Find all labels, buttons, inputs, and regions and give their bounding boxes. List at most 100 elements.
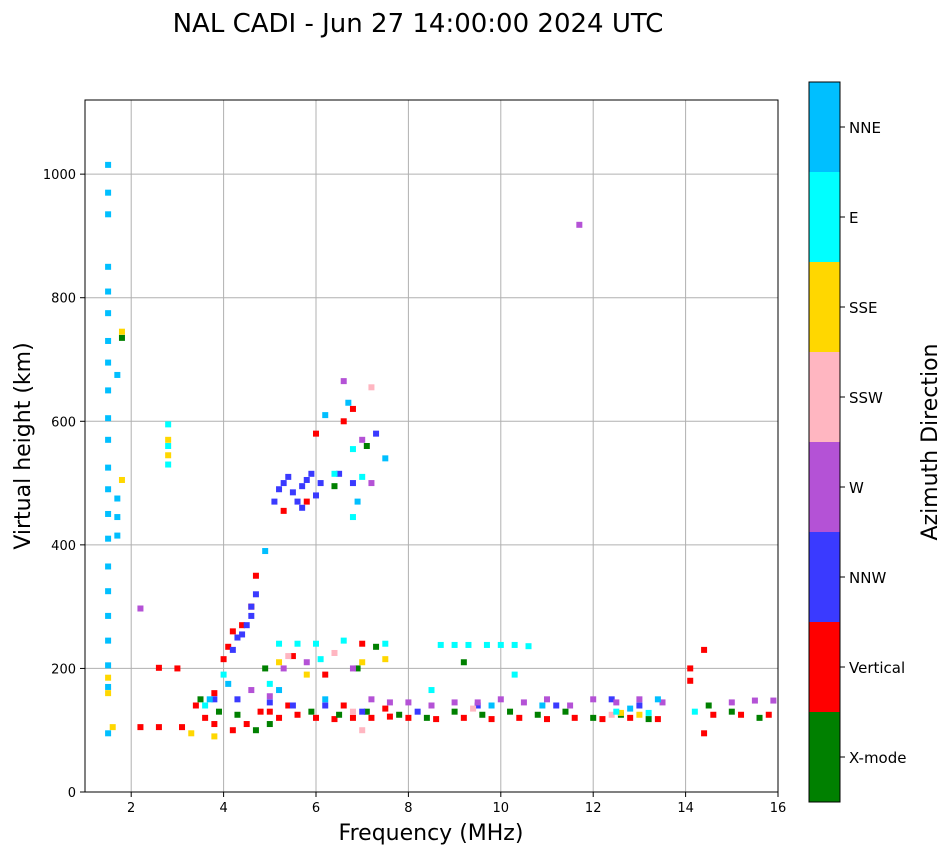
data-point-nnw [271,498,278,505]
data-point-nnw [280,480,287,487]
data-point-vertical [289,653,296,660]
data-point-w [636,696,643,703]
data-point-w [359,436,366,443]
data-point-vertical [229,727,236,734]
data-point-e [483,641,490,648]
data-point-vertical [340,702,347,709]
data-point-ssw [349,708,356,715]
colorbar-label: Azimuth Direction [918,343,943,540]
data-point-nnw [276,486,283,493]
data-point-nne [105,211,112,218]
data-point-sse [359,659,366,666]
data-point-e [266,680,273,687]
data-point-w [659,699,666,706]
data-point-nne [105,510,112,517]
data-point-w [520,699,527,706]
data-point-w [280,665,287,672]
data-point-e [331,470,338,477]
data-point-vertical [433,716,440,723]
data-point-x-mode [252,727,259,734]
data-point-nne [105,337,112,344]
x-tick-label: 2 [127,801,135,816]
data-point-sse [636,711,643,718]
data-point-nnw [285,473,292,480]
data-point-nne [262,548,269,555]
chart-title: NAL CADI - Jun 27 14:00:00 2024 UTC [173,9,664,39]
data-point-nnw [299,504,306,511]
data-point-sse [617,709,624,716]
data-point-w [728,699,735,706]
data-point-vertical [303,498,310,505]
data-point-w [386,699,393,706]
data-point-nne [345,399,352,406]
data-point-nnw [313,492,319,499]
data-point-vertical [211,721,218,728]
y-tick-label: 600 [51,415,76,430]
data-point-vertical [229,628,236,635]
data-point-e [313,640,319,647]
x-tick-label: 8 [404,801,412,816]
data-point-vertical [285,702,292,709]
data-point-vertical [382,705,389,712]
data-point-w [590,696,597,703]
data-point-x-mode [534,711,541,718]
data-point-vertical [192,702,199,709]
data-point-sse [211,733,218,740]
data-points [105,161,777,740]
data-point-nnw [266,699,273,706]
data-point-nne [105,730,112,737]
data-point-x-mode [396,711,403,718]
y-tick-label: 1000 [43,168,76,183]
data-point-nne [488,702,495,709]
plot-background [85,100,778,792]
data-point-nnw [336,470,343,477]
data-point-w [497,696,504,703]
data-point-nnw [289,702,296,709]
y-axis-label: Virtual height (km) [11,342,36,549]
data-point-vertical [340,418,347,425]
data-point-x-mode [354,665,361,672]
data-point-x-mode [756,714,763,721]
data-point-vertical [488,716,495,723]
data-point-e [165,461,172,468]
y-tick-label: 800 [51,292,76,307]
data-point-w [428,702,435,709]
data-point-nne [354,498,361,505]
data-point-vertical [202,714,209,721]
data-point-w [368,480,375,487]
data-point-x-mode [507,708,514,715]
data-point-vertical [710,711,717,718]
data-point-nne [105,263,112,270]
data-point-sse [118,476,125,483]
colorbar-tick-label: SSE [849,299,878,317]
data-point-nnw [243,622,250,629]
data-point-nne [105,436,112,443]
data-point-vertical [211,690,218,697]
data-point-nne [105,161,112,168]
colorbar-tick-label: W [849,479,864,497]
data-point-nne [105,662,112,669]
data-point-vertical [701,730,708,737]
data-point-w [266,693,273,700]
data-point-nnw [294,498,301,505]
data-point-x-mode [363,708,370,715]
data-point-vertical [349,714,356,721]
data-point-vertical [331,716,338,723]
data-point-nne [114,514,121,521]
x-tick-label: 4 [219,801,227,816]
data-point-nnw [234,634,241,641]
data-point-nne [105,637,112,644]
data-point-nnw [317,480,324,487]
x-tick-label: 10 [493,801,510,816]
data-point-vertical [687,677,694,684]
data-point-vertical [174,665,181,672]
x-tick-label: 12 [585,801,602,816]
data-point-sse [105,690,112,697]
data-point-x-mode [266,721,273,728]
colorbar-segment-e [809,172,840,262]
data-point-nnw [229,646,236,653]
data-point-vertical [516,714,523,721]
data-point-e [437,641,444,648]
data-point-x-mode [645,716,652,723]
